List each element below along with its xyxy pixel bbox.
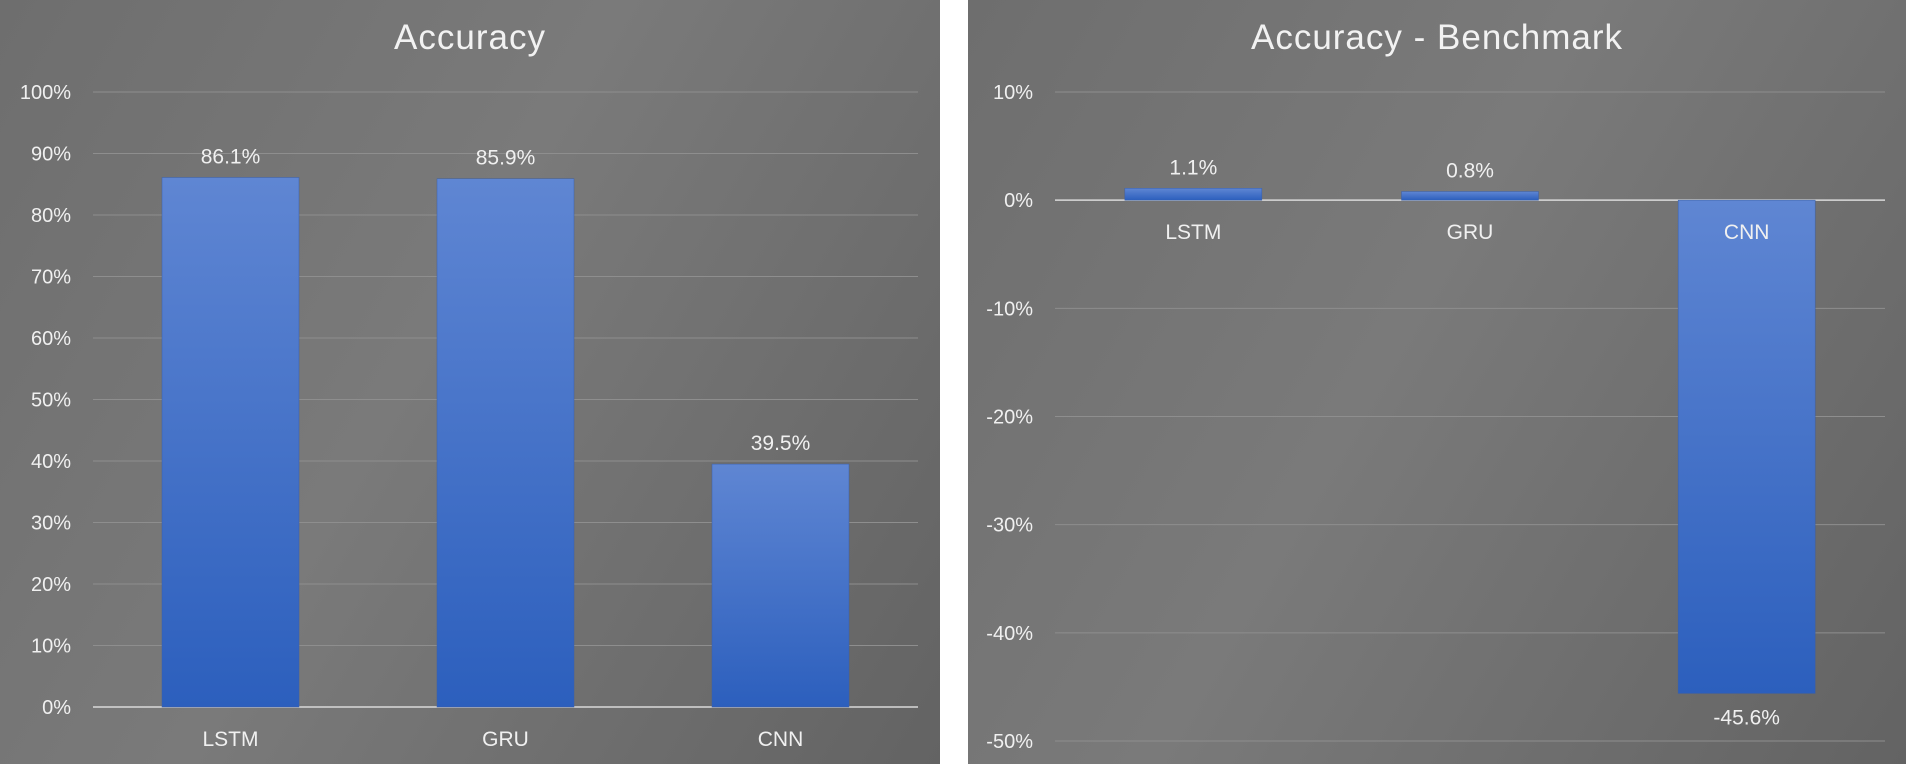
x-tick-label: GRU [1447,221,1494,244]
y-tick-label: 60% [31,328,71,350]
x-tick-label: LSTM [1165,221,1221,244]
bar-lstm [1124,188,1263,201]
y-tick-label: 30% [31,513,71,535]
accuracy-chart: 0% 10% 20% 30% 40% 50% 60% 70% 80% 90% 100% 86.1% LS… [20,82,918,751]
data-label: 0.8% [1446,160,1494,183]
y-tick-label: 10% [31,636,71,658]
accuracy-chart-panel: Accuracy 0% 10% 20% 30% 40% 50% 60% 70% 80% 90% 10… [0,0,940,764]
y-tick-label: 90% [31,144,71,166]
x-tick-label: CNN [1724,221,1770,244]
bar-lstm [161,177,300,708]
bar-cnn [711,463,850,708]
y-tick-label: 40% [31,451,71,473]
data-label: 1.1% [1169,156,1217,179]
y-tick-label: 0% [42,697,71,719]
benchmark-chart: -50% -40% -30% -20% -10% 0% 10% 1.1% LSTM 0.8% GRU… [986,82,1885,753]
y-tick-label: -50% [986,731,1033,753]
x-tick-label: LSTM [202,728,258,751]
bar-gru [1401,191,1539,201]
y-tick-label: 0% [1004,190,1033,212]
bar-gru [436,178,575,708]
y-tick-label: 20% [31,574,71,596]
x-tick-label: GRU [482,728,529,751]
y-tick-label: 10% [993,82,1033,104]
y-tick-label: -30% [986,515,1033,537]
y-tick-label: 80% [31,205,71,227]
x-tick-label: CNN [758,728,804,751]
y-tick-label: -10% [986,298,1033,320]
benchmark-chart-panel: Accuracy - Benchmark -50% -40% -30% -20% -10… [968,0,1906,764]
y-tick-label: -40% [986,623,1033,645]
bar-cnn [1677,199,1816,694]
y-tick-label: 70% [31,267,71,289]
chart-title: Accuracy - Benchmark [1250,18,1624,57]
chart-title: Accuracy [394,18,546,57]
data-label: 39.5% [751,432,811,455]
y-tick-label: 100% [20,82,71,104]
data-label: 85.9% [476,147,536,170]
data-label: 86.1% [201,145,261,168]
y-tick-label: 50% [31,390,71,412]
y-tick-label: -20% [986,407,1033,429]
data-label: -45.6% [1713,706,1780,729]
